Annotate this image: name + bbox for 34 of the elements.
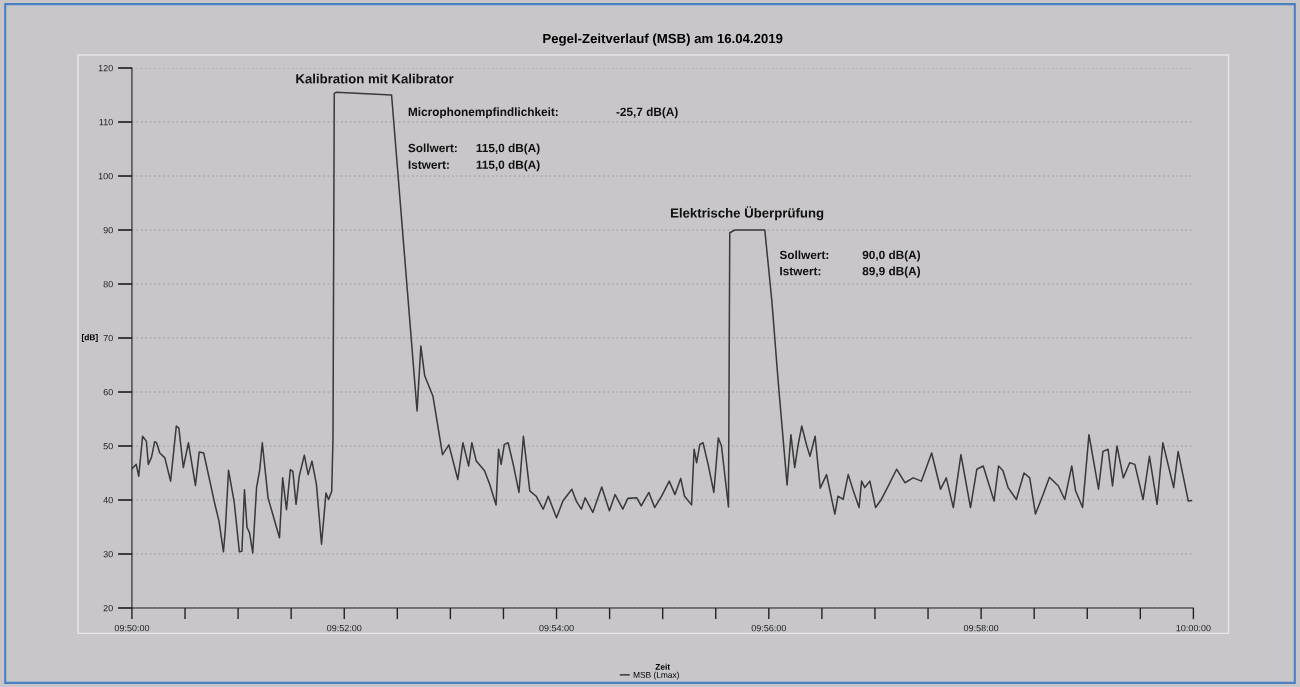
y-tick-label: 30 (103, 550, 113, 558)
y-tick-label: 110 (99, 118, 113, 126)
annotation: -25,7 dB(A) (616, 107, 678, 119)
y-tick-label: 40 (103, 496, 113, 504)
x-axis-title: Zeit (655, 663, 670, 670)
annotation: Sollwert: (779, 250, 829, 260)
annotation: 90,0 dB(A) (862, 250, 921, 262)
y-tick-label: 80 (103, 280, 113, 288)
y-tick-label: 50 (103, 442, 113, 450)
annotation: 115,0 dB(A) (476, 160, 540, 172)
x-tick-label: 09:50:00 (114, 624, 150, 632)
y-tick-label: 20 (103, 604, 113, 612)
annotation: Istwert: (408, 160, 449, 169)
x-tick-label: 09:54:00 (539, 624, 574, 632)
x-tick-label: 09:58:00 (963, 624, 999, 632)
annotation: 89,9 dB(A) (862, 266, 921, 278)
x-tick-label: 09:56:00 (751, 624, 787, 632)
annotation: Sollwert: (408, 143, 457, 153)
annotation: Microphonempfindlichkeit: (408, 107, 558, 119)
y-tick-label: 90 (103, 226, 113, 234)
line-series (131, 91, 1193, 554)
y-axis-title: [dB] (81, 334, 98, 342)
annotation: Istwert: (780, 267, 821, 276)
x-tick-label: 10:00:00 (1176, 624, 1211, 632)
y-tick-label: 100 (98, 172, 113, 180)
x-tick-label: 09:52:00 (327, 624, 362, 632)
annotation: 115,0 dB(A) (476, 143, 540, 155)
y-tick-label: 70 (103, 334, 113, 342)
chart-title: Pegel-Zeitverlauf (MSB) am 16.04.2019 (543, 33, 783, 46)
legend-label: MSB (Lmax) (633, 671, 679, 680)
y-tick-label: 120 (98, 64, 113, 72)
annotation: Kalibration mit Kalibrator (296, 73, 454, 84)
annotation: Elektrische Überprüfung (670, 206, 824, 221)
y-tick-label: 60 (103, 388, 113, 396)
